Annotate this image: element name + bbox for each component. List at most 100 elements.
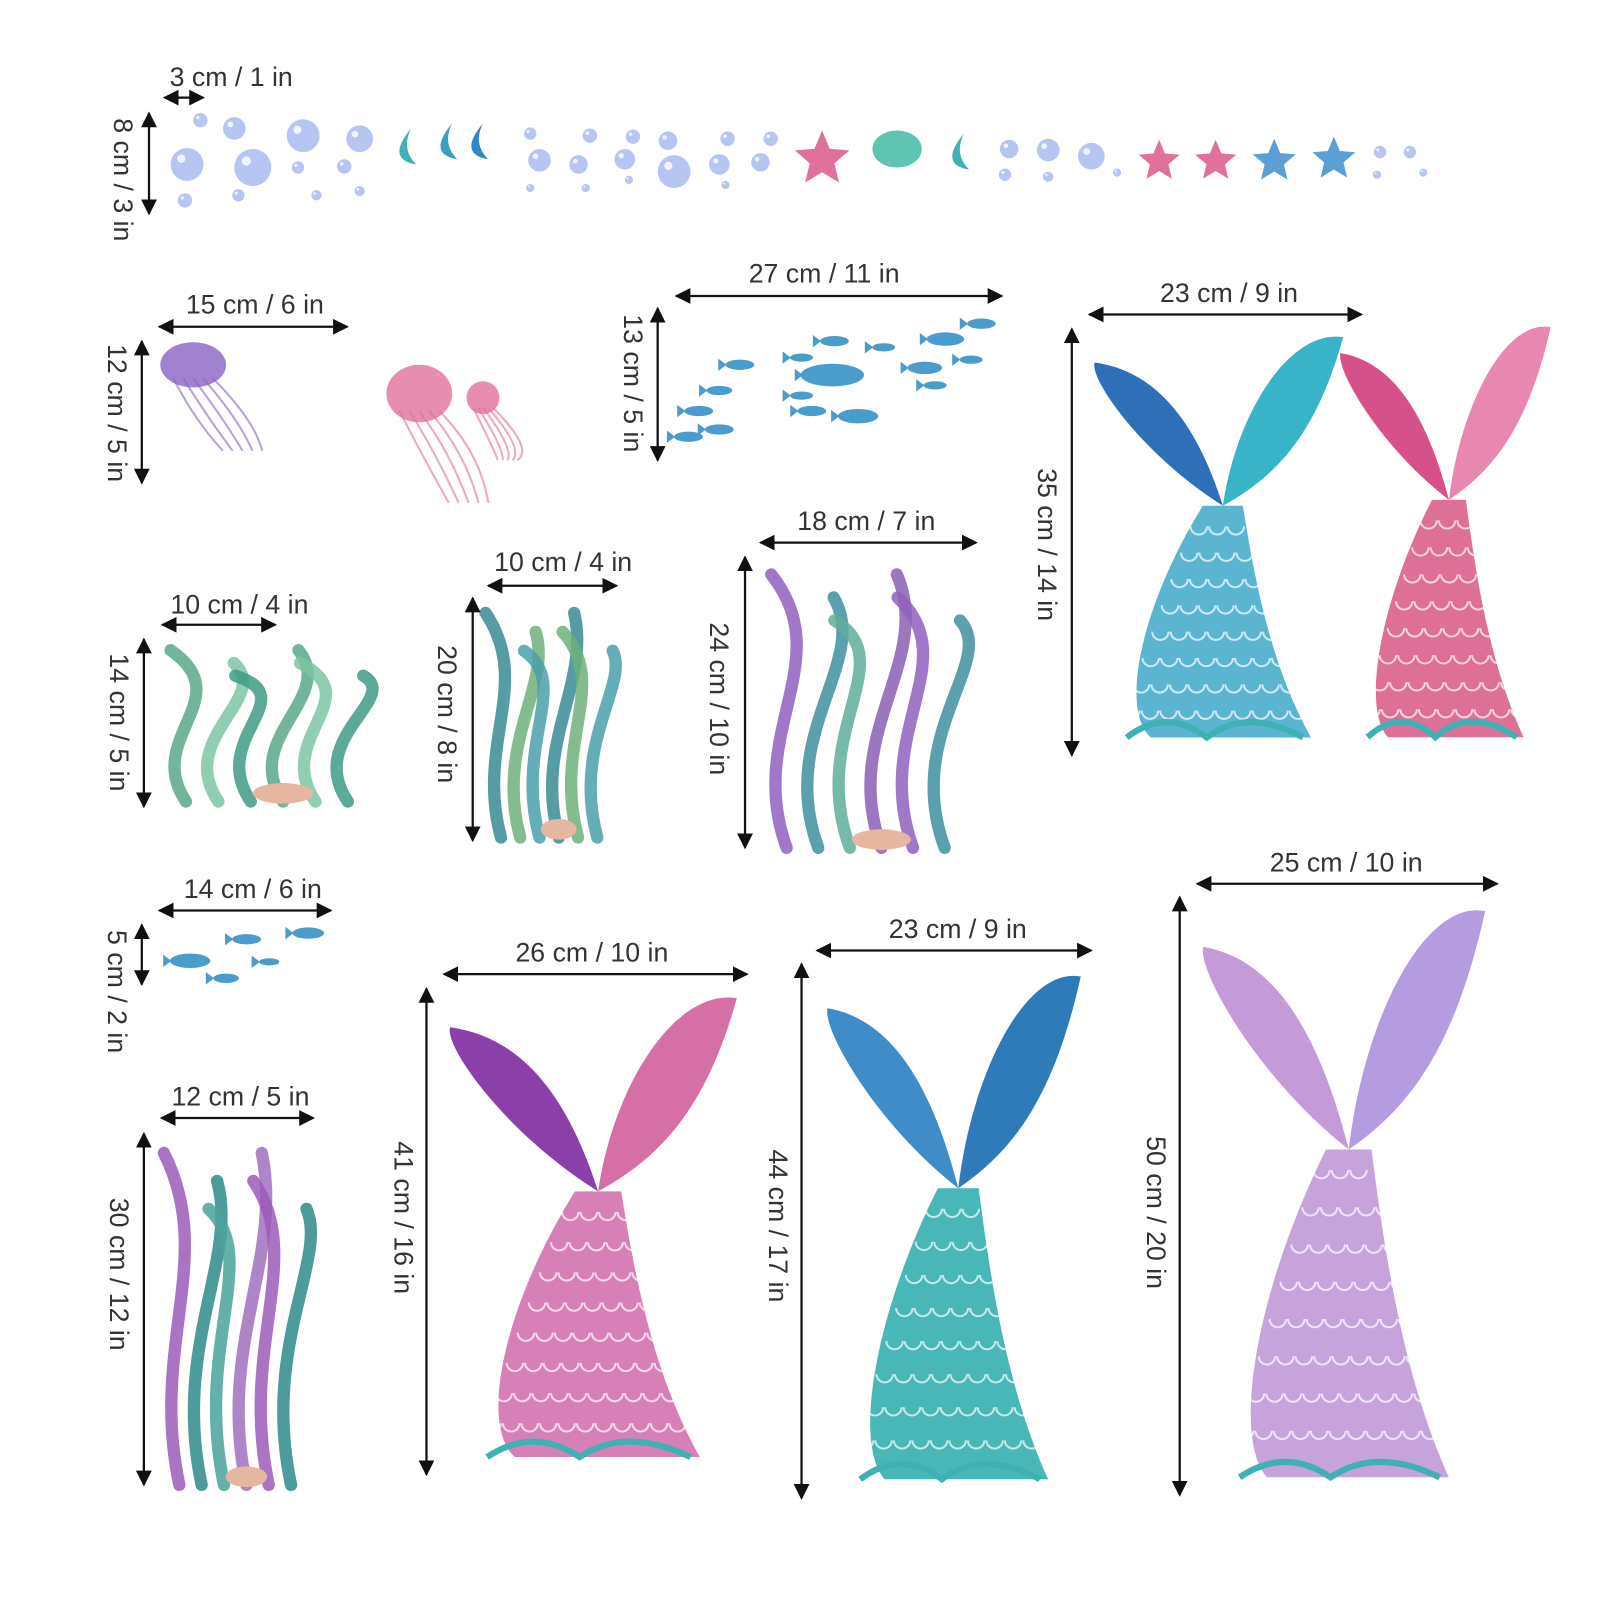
scale xyxy=(501,1423,521,1433)
tail-fin-right xyxy=(958,975,1081,1189)
scale xyxy=(1301,1207,1320,1217)
scale xyxy=(960,1274,979,1285)
fish xyxy=(169,953,211,969)
scale xyxy=(1244,578,1263,589)
scale xyxy=(1375,1207,1394,1217)
tail-fin-left xyxy=(1094,362,1223,506)
scale xyxy=(1242,684,1262,694)
scale xyxy=(970,1241,989,1252)
starfish xyxy=(1252,138,1296,180)
scale xyxy=(1383,1430,1403,1440)
dimension-label: 27 cm / 11 in xyxy=(749,258,900,288)
bubble xyxy=(1419,168,1428,177)
scale xyxy=(586,1392,606,1403)
scale xyxy=(1226,526,1246,536)
bubble xyxy=(721,180,730,190)
bubble xyxy=(524,127,537,140)
wave xyxy=(1124,719,1305,742)
dimension-label: 13 cm / 5 in xyxy=(618,314,648,452)
seaweed-frond xyxy=(584,644,622,844)
scale xyxy=(1319,1207,1339,1217)
wave xyxy=(1237,1458,1442,1482)
scale xyxy=(627,1332,647,1342)
scale xyxy=(1365,1430,1384,1440)
scale xyxy=(1376,1393,1395,1403)
seaweed-frond xyxy=(229,669,268,808)
scale xyxy=(609,1332,628,1342)
fish-tail xyxy=(831,410,840,423)
scale xyxy=(1253,605,1272,615)
scale xyxy=(660,1392,680,1403)
scale xyxy=(1235,552,1254,562)
scale xyxy=(1196,657,1216,668)
fish xyxy=(213,973,240,983)
tail-body-scales xyxy=(498,1191,700,1458)
scale xyxy=(978,1274,998,1285)
dimension-teal-tail-height: 44 cm / 17 in xyxy=(763,962,810,1500)
dimension-jellyfish-height: 12 cm / 5 in xyxy=(102,339,150,485)
fish-tail xyxy=(677,404,686,418)
scale xyxy=(1434,655,1453,665)
fish-tail xyxy=(919,332,929,346)
bubble-highlight xyxy=(1001,170,1005,175)
bubble xyxy=(222,117,246,140)
dimension-label: 14 cm / 5 in xyxy=(104,653,134,791)
scale xyxy=(549,1242,569,1252)
dimension-label: 26 cm / 10 in xyxy=(515,938,668,968)
fish-tail xyxy=(251,955,260,969)
scale xyxy=(1297,1281,1317,1291)
dimension-tall-seaweed-width: 12 cm / 5 in xyxy=(159,1082,316,1126)
scale xyxy=(884,1407,903,1417)
scale xyxy=(605,1242,624,1252)
scale xyxy=(1448,547,1467,557)
dimension-label: 23 cm / 9 in xyxy=(1160,278,1298,308)
scale xyxy=(542,1362,562,1373)
scale xyxy=(940,1340,960,1351)
seaweed-frond xyxy=(507,625,545,844)
scale xyxy=(1234,605,1254,615)
scale xyxy=(1397,655,1416,665)
scale xyxy=(1233,657,1253,668)
scale xyxy=(1356,1207,1376,1217)
fish-tail xyxy=(794,368,803,382)
scale xyxy=(594,1423,613,1433)
scale xyxy=(1328,1430,1347,1440)
bubble-highlight xyxy=(294,163,298,167)
bubble-highlight xyxy=(527,185,530,188)
scale xyxy=(1499,682,1519,692)
dimension-lavender-tail-width: 25 cm / 10 in xyxy=(1195,847,1499,892)
scale xyxy=(1364,1244,1383,1254)
scale xyxy=(1444,682,1463,692)
scale xyxy=(546,1302,565,1312)
scale xyxy=(1420,1430,1440,1440)
scale xyxy=(1313,1356,1332,1366)
scale xyxy=(1370,682,1390,692)
scale xyxy=(1262,631,1281,641)
tail-body-scales xyxy=(1375,499,1524,738)
scale xyxy=(1225,578,1245,589)
bubble xyxy=(170,147,204,181)
dimension-label: 25 cm / 10 in xyxy=(1270,847,1423,877)
scale xyxy=(1349,1169,1368,1180)
scale xyxy=(586,1242,606,1252)
scale xyxy=(1419,520,1438,530)
bubble-highlight xyxy=(626,177,629,180)
fish-tail xyxy=(718,358,727,371)
bubbles-and-stars-strip xyxy=(170,113,1428,208)
scale xyxy=(1426,682,1445,692)
bubble xyxy=(354,185,365,197)
scale xyxy=(1458,574,1478,584)
fish-tail xyxy=(812,335,822,348)
scale xyxy=(623,1392,643,1403)
scale xyxy=(594,1272,613,1282)
seashell xyxy=(225,1466,268,1487)
scale xyxy=(575,1423,595,1433)
bubble xyxy=(569,155,588,174)
scale xyxy=(553,1332,573,1342)
bubble-highlight xyxy=(723,182,726,185)
small-fish-group xyxy=(163,926,325,985)
bubble-highlight xyxy=(177,154,186,163)
scale xyxy=(941,1274,961,1285)
jellyfish-tentacle xyxy=(182,377,234,452)
water-splash xyxy=(471,123,489,160)
